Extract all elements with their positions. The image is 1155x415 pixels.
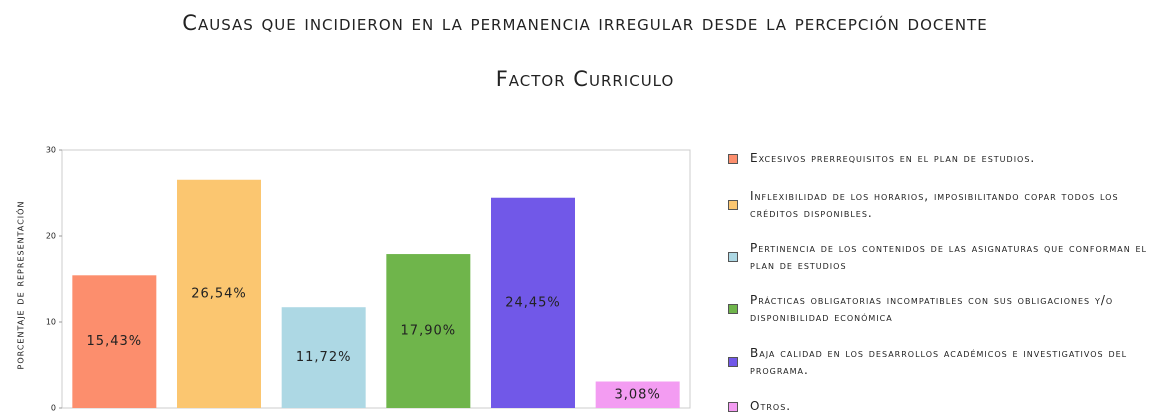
bar <box>386 254 471 408</box>
legend-label: Pertinencia de los contenidos de las asi… <box>750 241 1148 272</box>
y-tick-label: 10 <box>46 318 56 327</box>
y-tick-label: 20 <box>46 232 56 241</box>
legend-label: Inflexibilidad de los horarios, imposibi… <box>750 189 1119 220</box>
bar <box>595 381 680 408</box>
bar <box>72 275 157 408</box>
value-label: 24,45% <box>505 295 561 310</box>
legend-swatch <box>728 357 738 367</box>
legend-swatch <box>728 401 738 412</box>
y-tick-label: 30 <box>46 146 56 155</box>
bar <box>177 179 261 408</box>
legend-swatch <box>728 200 738 210</box>
legend-swatch <box>728 153 738 164</box>
legend-swatch <box>728 304 738 314</box>
legend-label: Excesivos prerrequisitos en el plan de e… <box>750 151 1036 165</box>
value-label: 3,08% <box>615 387 661 402</box>
y-tick-label: 0 <box>51 404 56 413</box>
value-label: 17,90% <box>401 324 457 339</box>
legend-label: Otros. <box>750 399 792 413</box>
value-label: 15,43% <box>87 334 143 349</box>
y-axis-label: porcentaje de representación <box>13 201 27 370</box>
legend-label: Baja calidad en los desarrollos académic… <box>750 346 1128 377</box>
bar <box>281 307 366 408</box>
bar <box>491 197 575 408</box>
value-label: 11,72% <box>296 350 352 365</box>
chart-subtitle: Factor Curriculo <box>496 67 675 91</box>
chart-title: Causas que incidieron en la permanencia … <box>182 11 987 35</box>
plot-frame <box>61 149 691 409</box>
value-label: 26,54% <box>191 286 247 301</box>
legend-label: Prácticas obligatorias incompatibles con… <box>750 293 1114 324</box>
legend-swatch <box>728 252 738 262</box>
